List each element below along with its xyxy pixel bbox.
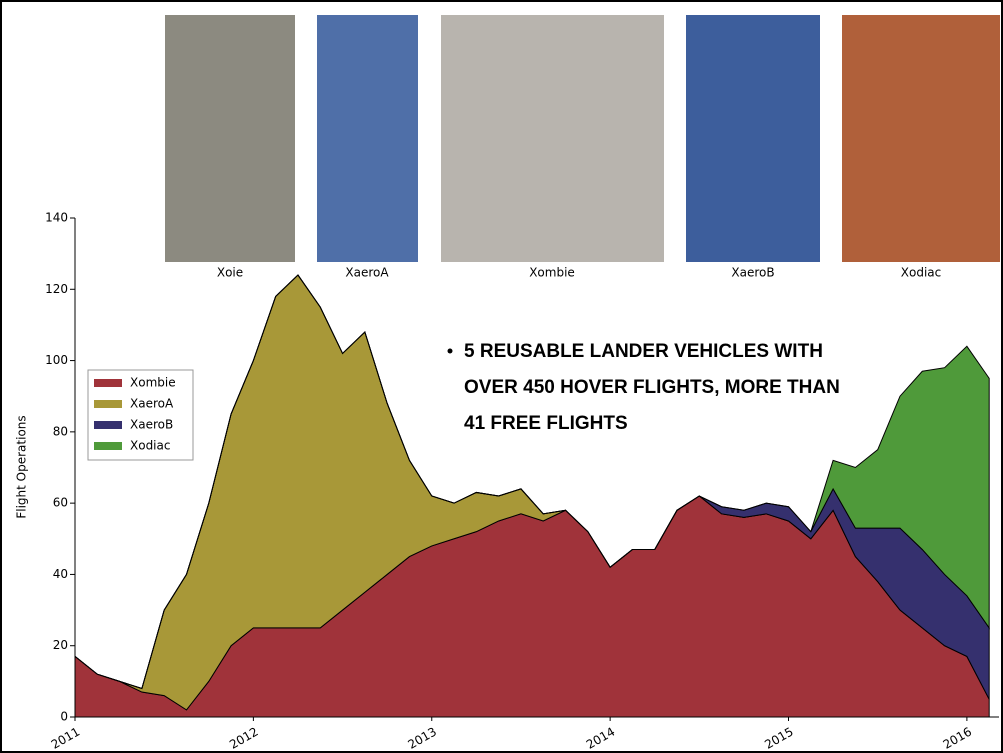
bullet-text: 41 FREE FLIGHTS <box>464 413 628 434</box>
photo-caption: Xodiac <box>901 266 941 280</box>
photo <box>165 15 295 262</box>
legend-swatch <box>94 379 122 387</box>
y-tick-label: 40 <box>53 567 68 581</box>
bullet-text: 5 REUSABLE LANDER VEHICLES WITH <box>464 341 823 362</box>
photo-caption: XaeroA <box>345 266 389 280</box>
bullet-text: OVER 450 HOVER FLIGHTS, MORE THAN <box>464 377 840 398</box>
legend-swatch <box>94 442 122 450</box>
photo-caption: Xombie <box>529 266 575 280</box>
photo <box>317 15 418 262</box>
y-tick-label: 80 <box>53 424 68 438</box>
photo <box>842 15 1000 262</box>
legend-label: Xodiac <box>130 439 170 453</box>
y-tick-label: 60 <box>53 496 68 510</box>
slide: Xoie XaeroA Xombie XaeroB Xodiac 0 20 40 60… <box>0 0 1003 753</box>
bullet <box>448 349 453 354</box>
y-tick-label: 20 <box>53 638 68 652</box>
legend-label: Xombie <box>130 376 176 390</box>
y-tick-label: 140 <box>45 211 68 225</box>
y-tick-label: 100 <box>45 353 68 367</box>
legend-label: XaeroA <box>130 397 174 411</box>
legend-swatch <box>94 400 122 408</box>
legend-label: XaeroB <box>130 418 173 432</box>
y-axis-label: Flight Operations <box>15 415 29 518</box>
legend-swatch <box>94 421 122 429</box>
y-tick-label: 0 <box>60 710 68 724</box>
photo <box>686 15 820 262</box>
legend: Xombie XaeroA XaeroB Xodiac <box>88 370 193 460</box>
photos: Xoie XaeroA Xombie XaeroB Xodiac <box>165 15 1000 280</box>
y-tick-label: 120 <box>45 282 68 296</box>
photo-caption: XaeroB <box>731 266 774 280</box>
photo-caption: Xoie <box>217 266 243 280</box>
photo <box>441 15 664 262</box>
